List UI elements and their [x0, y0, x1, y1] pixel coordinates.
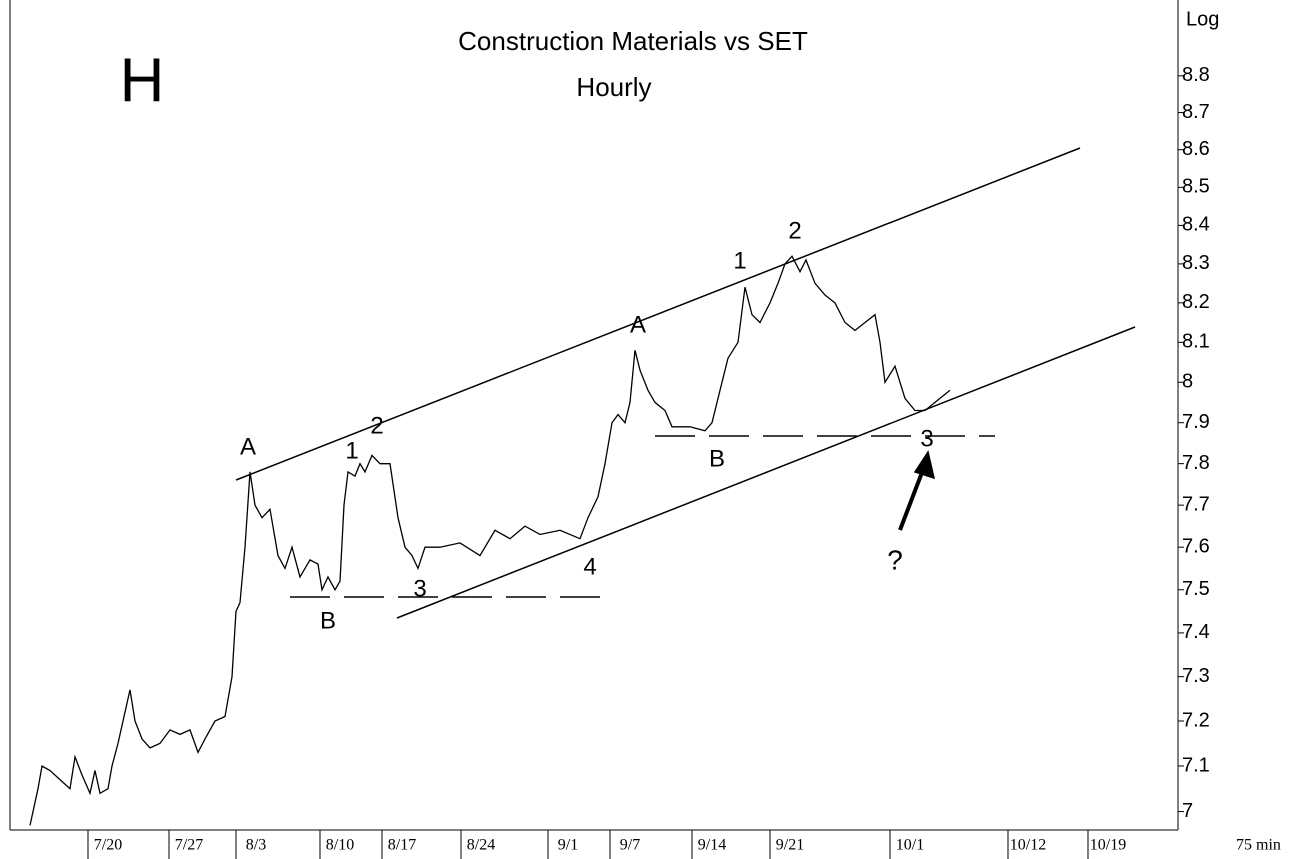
x-tick-label: 9/14: [698, 837, 726, 854]
annotation: B: [709, 445, 725, 472]
annotation: 3: [413, 575, 426, 602]
x-tick-label: 10/12: [1010, 837, 1046, 854]
y-tick-label: 8.6: [1182, 138, 1210, 160]
y-tick-label: 7.7: [1182, 493, 1210, 515]
annotation: 1: [733, 247, 746, 274]
x-tick-label: 7/27: [175, 837, 203, 854]
y-tick-label: 7.4: [1182, 621, 1210, 643]
y-tick-label: 7.1: [1182, 754, 1210, 776]
y-tick-label: 7.9: [1182, 411, 1210, 433]
x-tick-label: 8/3: [246, 837, 266, 854]
y-tick-label: 7.8: [1182, 452, 1210, 474]
y-axis-label: Log: [1186, 8, 1219, 30]
x-tick-label: 10/19: [1090, 837, 1126, 854]
x-tick-label: 10/1: [896, 837, 924, 854]
y-tick-label: 7.2: [1182, 709, 1210, 731]
y-tick-label: 8.1: [1182, 331, 1210, 353]
annotation: 2: [788, 217, 801, 244]
lower-channel: [396, 326, 1136, 619]
y-tick-label: 8.8: [1182, 64, 1210, 86]
x-axis-label: 75 min: [1236, 837, 1281, 854]
x-tick-label: 8/10: [326, 837, 354, 854]
x-tick-label: 9/21: [776, 837, 804, 854]
y-tick-label: 7.5: [1182, 578, 1210, 600]
annotation: 4: [583, 553, 596, 580]
annotation: 2: [370, 412, 383, 439]
annotation: 1: [345, 437, 358, 464]
x-tick-label: 9/7: [620, 837, 640, 854]
x-tick-label: 9/1: [558, 837, 578, 854]
chart-title: Construction Materials vs SET: [458, 26, 808, 56]
annotation: H: [120, 46, 165, 115]
y-tick-label: 7: [1182, 800, 1193, 822]
annotation: A: [240, 433, 256, 460]
x-tick-label: 7/20: [94, 837, 122, 854]
chart-subtitle: Hourly: [576, 72, 651, 102]
y-tick-label: 8.3: [1182, 252, 1210, 274]
price-line: [29, 255, 951, 826]
y-tick-label: 7.3: [1182, 665, 1210, 687]
y-tick-label: 7.6: [1182, 535, 1210, 557]
annotation: ?: [887, 544, 903, 575]
y-tick-label: 8.5: [1182, 176, 1210, 198]
x-tick-label: 8/17: [388, 837, 416, 854]
annotation: B: [320, 607, 336, 634]
arrow-head: [913, 450, 936, 480]
annotation: A: [630, 311, 646, 338]
y-tick-label: 8: [1182, 371, 1193, 393]
upper-channel: [235, 147, 1081, 481]
x-tick-label: 8/24: [467, 837, 495, 854]
annotation: 3: [920, 425, 933, 452]
y-tick-label: 8.7: [1182, 101, 1210, 123]
y-tick-label: 8.2: [1182, 291, 1210, 313]
trendlines: [235, 147, 1136, 619]
y-tick-label: 8.4: [1182, 214, 1210, 236]
